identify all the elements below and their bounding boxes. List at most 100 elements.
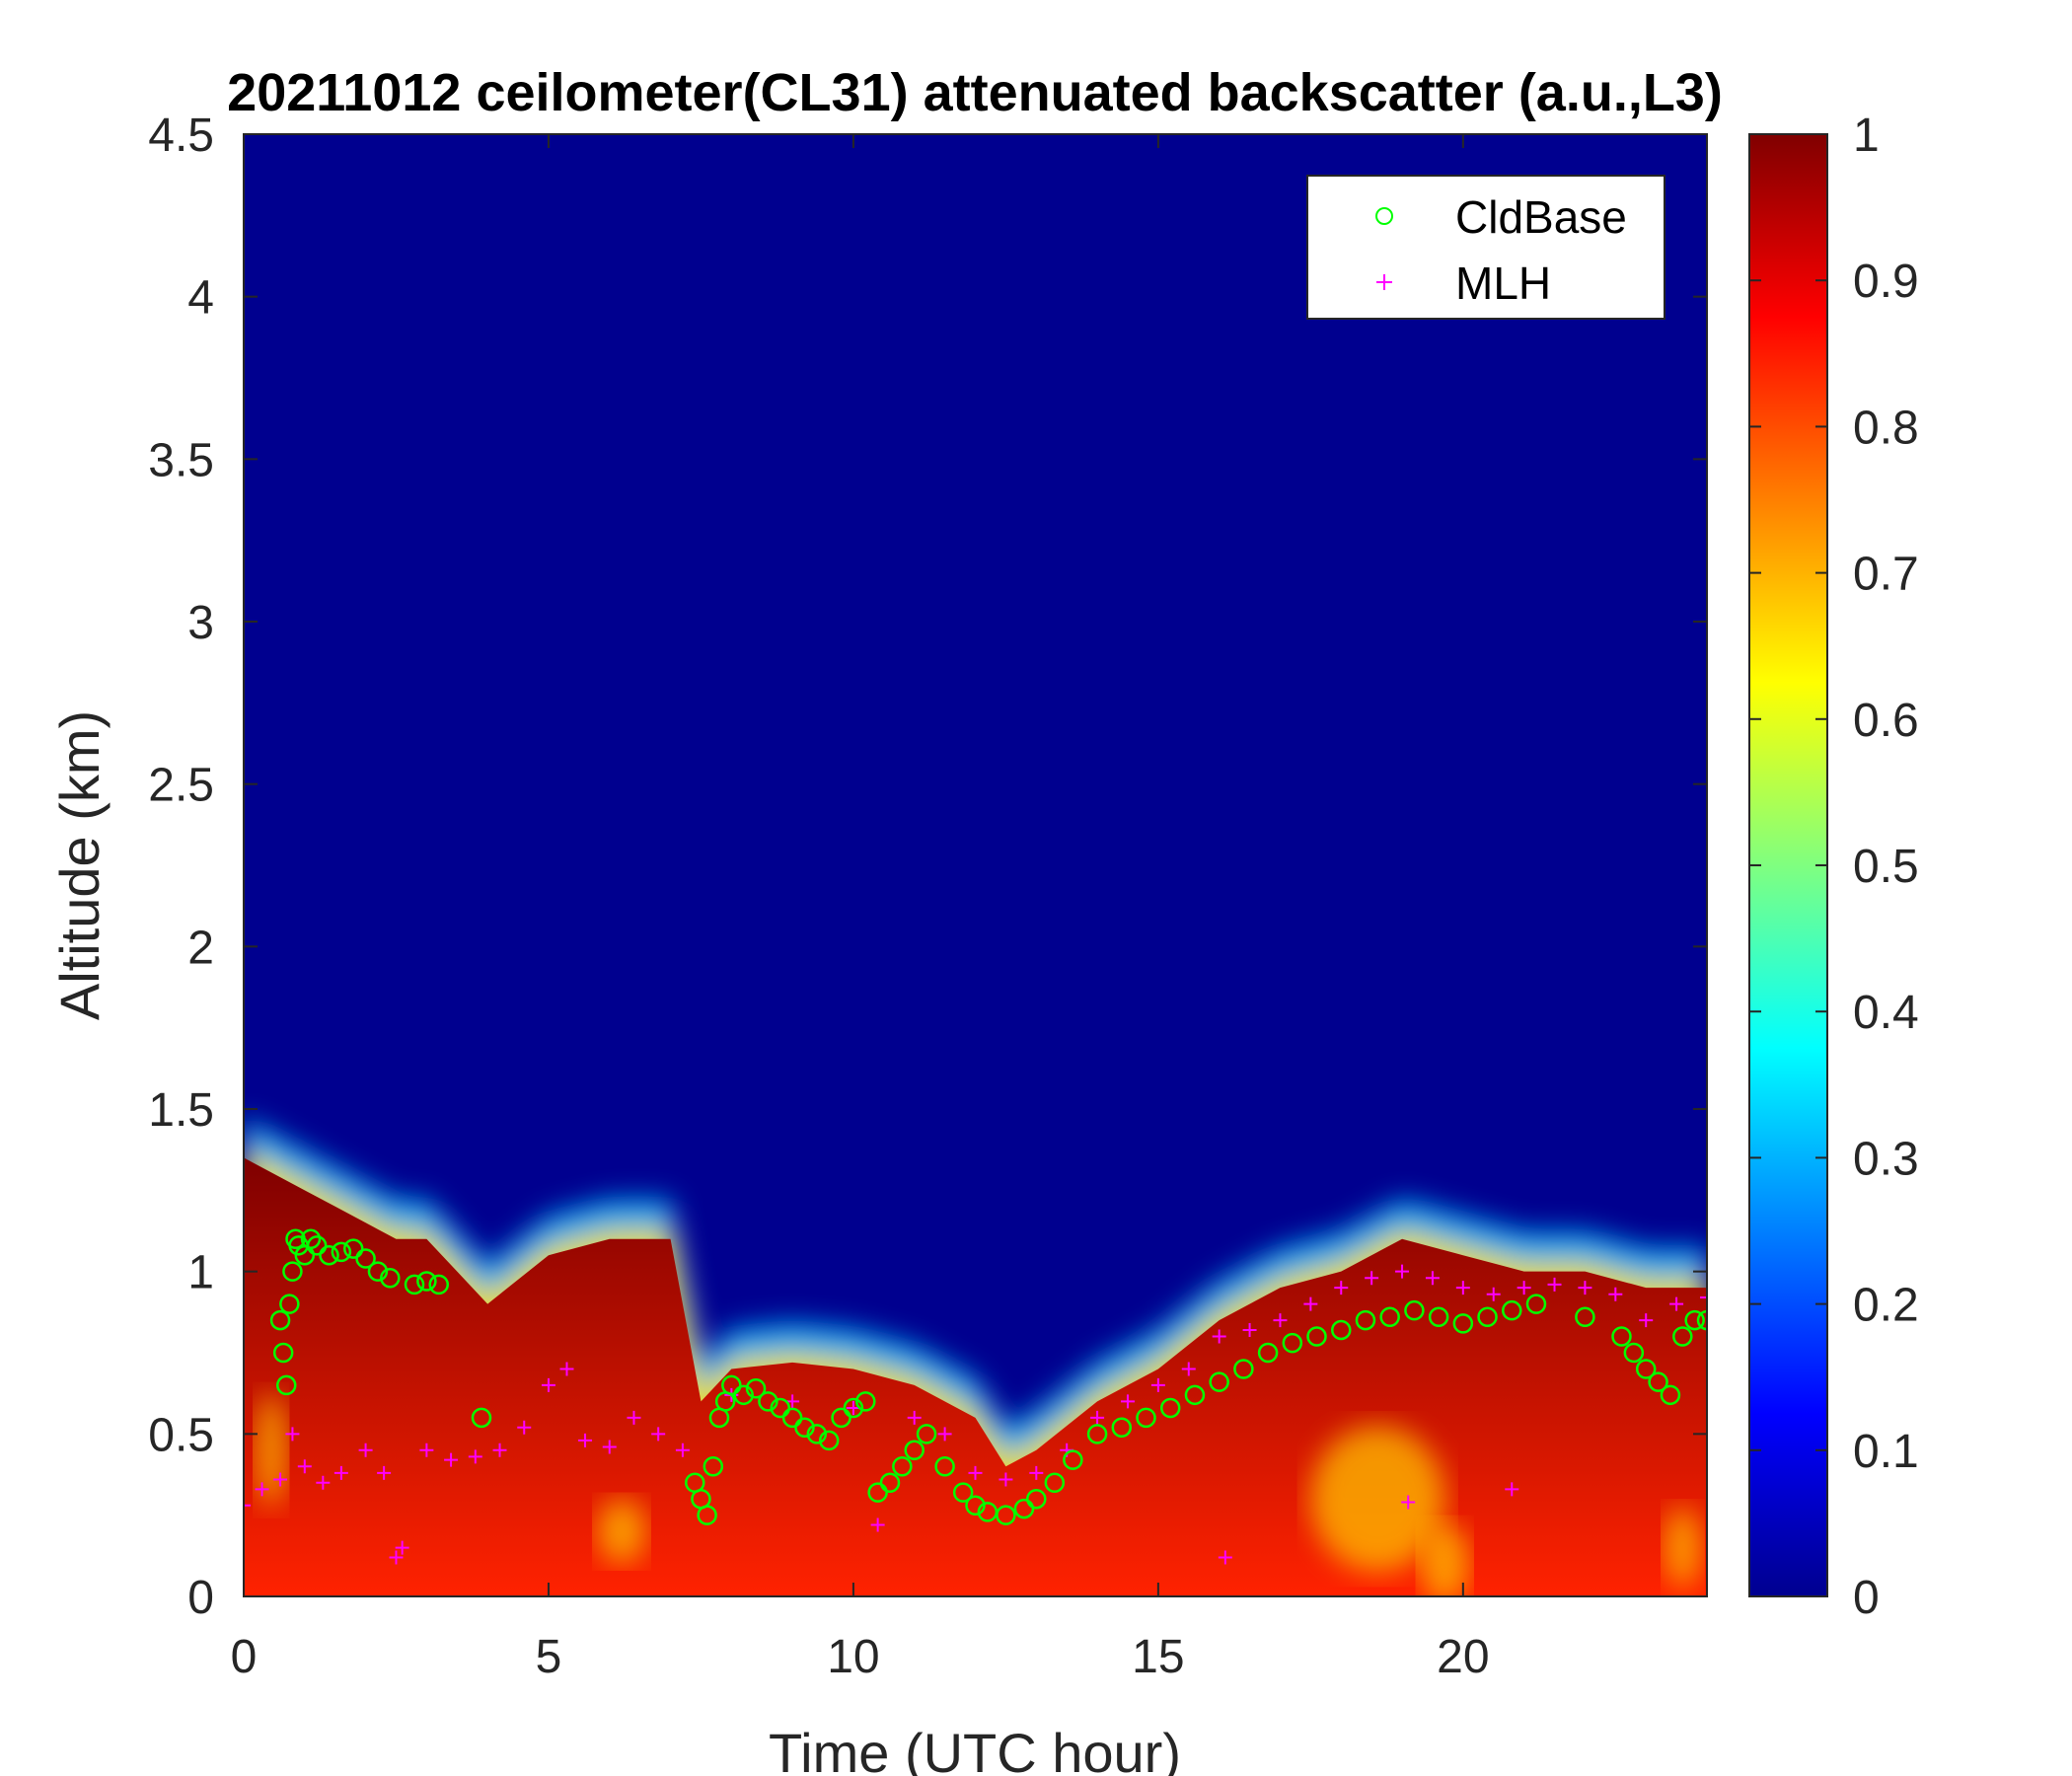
mlh-point	[517, 1420, 532, 1435]
mlh-point	[377, 1465, 392, 1480]
cldbase-point	[1672, 1326, 1693, 1347]
mlh-point	[578, 1433, 593, 1447]
mlh-series	[244, 1264, 1707, 1565]
cldbase-point	[806, 1424, 828, 1444]
cldbase-point	[934, 1456, 955, 1477]
heatmap-low-patch-2	[1310, 1426, 1445, 1573]
cldbase-point	[1623, 1342, 1645, 1364]
mlh-point	[1090, 1410, 1105, 1425]
mlh-point	[255, 1482, 269, 1497]
cldbase-point	[331, 1241, 352, 1263]
y-tick-label: 0	[187, 1572, 214, 1624]
mlh-point	[1700, 1291, 1707, 1305]
cldbase-point	[1502, 1299, 1522, 1321]
cldbase-point	[1696, 1309, 1707, 1331]
colorbar: 0 0.1 0.2 0.3 0.4 0.5 0.6 0.7 0.8 0.9 1	[1748, 110, 1919, 1624]
y-tick-label: 4.5	[148, 110, 214, 162]
cldbase-point	[1635, 1359, 1657, 1379]
mlh-point	[1303, 1296, 1318, 1311]
heatmap-low-patch-4	[1664, 1507, 1701, 1589]
y-tick-label: 3.5	[148, 434, 214, 486]
mlh-point	[627, 1410, 641, 1425]
heatmap-low-patch-3	[1420, 1522, 1470, 1596]
cldbase-point	[300, 1228, 322, 1249]
mlh-point	[419, 1443, 434, 1457]
cldbase-point	[380, 1268, 401, 1289]
mlh-point	[968, 1465, 983, 1480]
cldbase-point	[269, 1309, 291, 1331]
y-tick-label: 1.5	[148, 1084, 214, 1137]
mlh-point	[444, 1452, 459, 1467]
mlh-point	[1150, 1377, 1165, 1392]
mlh-point	[1212, 1329, 1226, 1344]
colorbar-tick-label: 0.3	[1853, 1133, 1919, 1185]
cldbase-point	[1379, 1306, 1400, 1328]
mlh-point	[273, 1472, 288, 1487]
cldbase-point	[916, 1424, 937, 1444]
cldbase-point	[879, 1472, 901, 1493]
mlh-point	[297, 1459, 312, 1474]
mlh-point	[244, 1498, 251, 1513]
cldbase-point	[471, 1407, 492, 1429]
mlh-point	[468, 1449, 482, 1464]
mlh-point	[870, 1517, 885, 1532]
plot-area: 0 5 10 15 20 0 0.5 1 1.5 2 2.5 3 3.5 4 4.5	[148, 110, 1708, 1683]
mlh-point	[1120, 1394, 1135, 1409]
mlh-point	[1029, 1465, 1044, 1480]
cldbase-point	[745, 1377, 767, 1399]
legend-cldbase-marker	[1375, 207, 1393, 225]
cldbase-point	[1404, 1299, 1425, 1321]
cldbase-point	[1611, 1326, 1632, 1347]
mlh-point	[1273, 1313, 1288, 1328]
y-tick-label: 2	[187, 922, 214, 974]
cldbase-point	[1013, 1498, 1035, 1519]
cldbase-point	[1525, 1294, 1547, 1314]
mlh-point	[1334, 1281, 1349, 1295]
mlh-point	[559, 1362, 574, 1376]
mlh-point	[1608, 1287, 1623, 1301]
colorbar-ticks: 0 0.1 0.2 0.3 0.4 0.5 0.6 0.7 0.8 0.9 1	[1749, 110, 1919, 1624]
colorbar-tick-label: 1	[1853, 110, 1880, 162]
cldbase-point	[855, 1391, 876, 1412]
colorbar-tick-label: 0.9	[1853, 256, 1919, 308]
cldbase-point	[867, 1482, 888, 1503]
cldbase-point	[1086, 1424, 1108, 1444]
cldbase-point	[1063, 1449, 1083, 1470]
y-tick-label: 0.5	[148, 1409, 214, 1461]
cldbase-point	[1452, 1313, 1474, 1334]
mlh-point	[1669, 1296, 1684, 1311]
cldbase-point	[794, 1417, 815, 1438]
cldbase-point	[1648, 1371, 1668, 1392]
colorbar-tick-label: 0.8	[1853, 402, 1919, 454]
cldbase-point	[272, 1342, 294, 1364]
mlh-point	[1455, 1281, 1470, 1295]
cldbase-point	[843, 1397, 864, 1419]
cldbase-point	[1575, 1306, 1595, 1328]
cldbase-point	[1660, 1384, 1681, 1406]
mlh-point	[1218, 1550, 1232, 1565]
mlh-point	[1517, 1281, 1531, 1295]
cldbase-point	[428, 1274, 449, 1295]
colorbar-tick-label: 0.2	[1853, 1280, 1919, 1332]
cldbase-point	[279, 1294, 300, 1314]
cldbase-point	[1111, 1417, 1133, 1438]
cldbase-point	[996, 1505, 1016, 1525]
cldbase-point	[1684, 1309, 1705, 1331]
mlh-point	[1365, 1271, 1379, 1286]
colorbar-tick-label: 0.5	[1853, 841, 1919, 893]
colorbar-tick-label: 0.1	[1853, 1426, 1919, 1478]
plot-frame	[243, 133, 1708, 1597]
cldbase-point	[1233, 1359, 1254, 1379]
mlh-point	[1505, 1482, 1519, 1497]
mlh-point	[999, 1472, 1013, 1487]
mlh-point	[675, 1443, 690, 1457]
mlh-point	[316, 1475, 331, 1490]
y-tick-label: 3	[187, 597, 214, 649]
cldbase-point	[1257, 1342, 1279, 1364]
mlh-point	[389, 1550, 404, 1565]
mlh-point	[395, 1540, 409, 1555]
mlh-point	[492, 1443, 507, 1457]
cldbase-point	[416, 1271, 437, 1292]
cldbase-point	[831, 1407, 851, 1429]
